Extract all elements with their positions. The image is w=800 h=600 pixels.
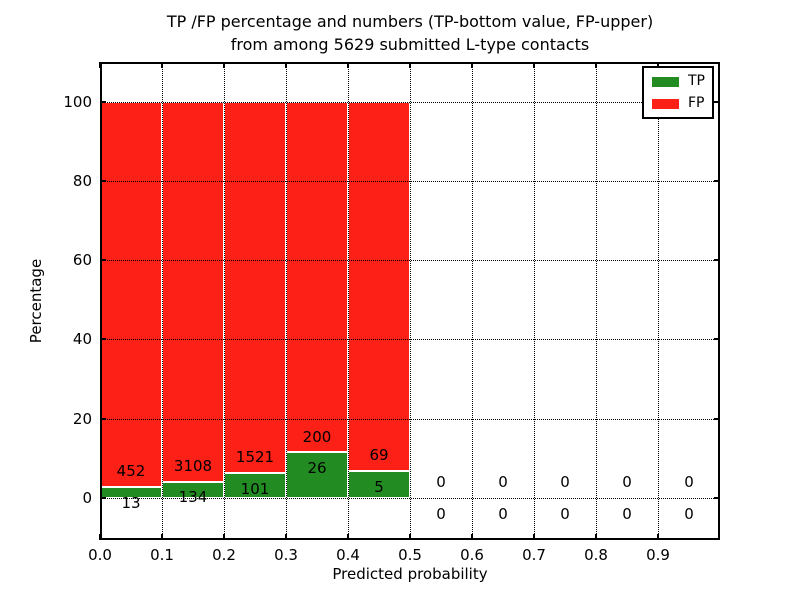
bar-segment-fp <box>286 101 348 453</box>
x-tick-label: 0.6 <box>460 546 484 564</box>
y-tick-right <box>714 100 720 103</box>
x-tick-bottom <box>533 534 535 540</box>
x-tick-label: 0.1 <box>150 546 174 564</box>
x-tick-top <box>161 62 163 68</box>
y-tick-label: 60 <box>72 251 92 270</box>
x-tick-label: 0.4 <box>336 546 360 564</box>
x-tick-top <box>285 62 287 68</box>
tp-count-label: 0 <box>560 504 570 523</box>
y-tick-right <box>714 179 720 182</box>
x-tick-bottom <box>657 534 659 540</box>
bar-segment-fp <box>162 101 224 482</box>
tp-count-label: 0 <box>436 504 446 523</box>
fp-color-swatch <box>651 97 680 110</box>
grid-line-vertical <box>596 62 597 540</box>
fp-count-label: 0 <box>498 473 508 492</box>
x-tick-top <box>471 62 473 68</box>
x-tick-label: 0.9 <box>646 546 670 564</box>
x-tick-top <box>409 62 411 68</box>
bar-segment-fp <box>348 101 410 472</box>
y-axis-label: Percentage <box>27 258 45 344</box>
grid-line-vertical <box>472 62 473 540</box>
chart-title-line2: from among 5629 submitted L-type contact… <box>230 35 590 54</box>
tp-count-label: 0 <box>684 504 694 523</box>
y-tick-label: 100 <box>63 92 92 111</box>
x-tick-bottom <box>347 534 349 540</box>
x-tick-bottom <box>471 534 473 540</box>
y-tick-label: 0 <box>82 488 92 507</box>
chart-title-line1: TP /FP percentage and numbers (TP-bottom… <box>166 12 654 31</box>
x-tick-bottom <box>223 534 225 540</box>
x-tick-top <box>533 62 535 68</box>
x-tick-label: 0.8 <box>584 546 608 564</box>
fp-count-label: 200 <box>302 427 332 446</box>
x-tick-top <box>347 62 349 68</box>
tp-count-label: 26 <box>307 459 327 478</box>
x-tick-label: 0.5 <box>398 546 422 564</box>
fp-count-label: 0 <box>684 473 694 492</box>
y-tick-right <box>714 338 720 341</box>
y-tick-right <box>714 259 720 262</box>
x-tick-label: 0.3 <box>274 546 298 564</box>
x-tick-bottom <box>285 534 287 540</box>
plot-area: TP FP 452 13 3108 134 1521 101 200 26 69 5 0 0 0 0 0 0 0… <box>63 62 720 564</box>
bar-segment-fp <box>224 101 286 474</box>
tp-count-label: 101 <box>240 480 270 499</box>
tp-count-label: 0 <box>498 504 508 523</box>
x-tick-bottom <box>99 534 101 540</box>
y-tick-label: 80 <box>72 171 92 190</box>
x-tick-bottom <box>161 534 163 540</box>
fp-count-label: 1521 <box>235 448 275 467</box>
bar-segment-fp <box>100 101 162 487</box>
fp-count-label: 452 <box>116 462 146 481</box>
tp-color-swatch <box>651 75 680 88</box>
y-tick-right <box>714 417 720 420</box>
x-tick-top <box>99 62 101 68</box>
fp-count-label: 0 <box>436 473 446 492</box>
fp-count-label: 0 <box>560 473 570 492</box>
tp-count-label: 134 <box>178 488 208 507</box>
grid-line-vertical <box>410 62 411 540</box>
chart-title: TP /FP percentage and numbers (TP-bottom… <box>100 10 720 56</box>
x-tick-top <box>223 62 225 68</box>
x-tick-label: 0.7 <box>522 546 546 564</box>
legend-label-tp: TP <box>688 73 705 89</box>
tp-count-label: 5 <box>374 478 384 497</box>
y-tick-right <box>714 496 720 499</box>
tp-count-label: 13 <box>121 493 141 512</box>
bar-segment-tp <box>348 471 410 498</box>
x-tick-label: 0.2 <box>212 546 236 564</box>
x-axis-label: Predicted probability <box>332 565 488 583</box>
legend-item-tp: TP <box>651 74 705 89</box>
x-tick-bottom <box>409 534 411 540</box>
legend-item-fp: FP <box>651 96 705 111</box>
grid-line-vertical <box>534 62 535 540</box>
legend: TP FP <box>642 66 714 119</box>
x-tick-top <box>595 62 597 68</box>
y-tick-label: 20 <box>72 409 92 428</box>
y-tick-label: 40 <box>72 330 92 349</box>
tp-count-label: 0 <box>622 504 632 523</box>
fp-count-label: 3108 <box>173 456 213 475</box>
x-tick-bottom <box>595 534 597 540</box>
fp-count-label: 69 <box>369 446 389 465</box>
legend-label-fp: FP <box>688 95 705 111</box>
grid-line-vertical <box>658 62 659 540</box>
fp-count-label: 0 <box>622 473 632 492</box>
bar-segment-tp <box>286 452 348 498</box>
x-tick-label: 0.0 <box>88 546 112 564</box>
